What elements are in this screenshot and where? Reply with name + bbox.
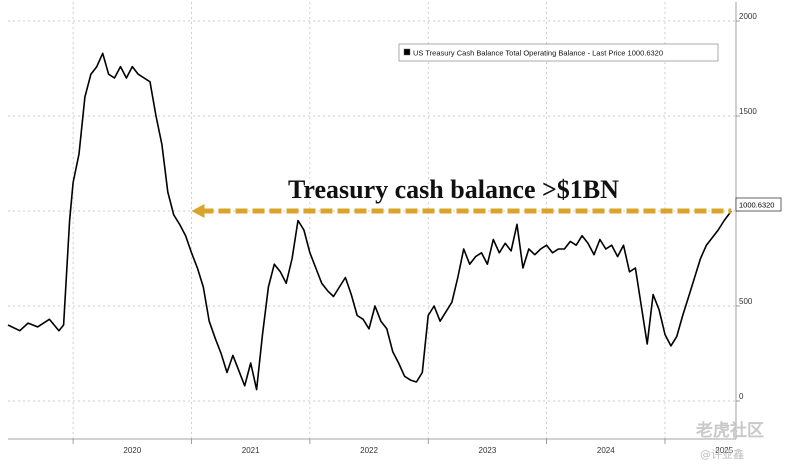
watermark-text: 老虎社区 <box>695 420 764 441</box>
y-tick-label: 0 <box>739 392 744 401</box>
x-tick-label: 2020 <box>123 446 141 455</box>
legend-swatch <box>403 48 411 56</box>
threshold-arrow <box>191 204 732 218</box>
x-tick-label: 2022 <box>360 446 378 455</box>
legend-label: US Treasury Cash Balance Total Operating… <box>413 49 663 58</box>
watermark: 老虎社区 @许亚鑫 <box>695 420 764 461</box>
y-tick-label: 2000 <box>739 12 757 21</box>
x-tick-label: 2021 <box>242 446 260 455</box>
legend-box: US Treasury Cash Balance Total Operating… <box>398 43 719 62</box>
x-tick-label: 2023 <box>479 446 497 455</box>
x-axis-ticks: 2020 2021 2022 2023 2024 2025 <box>72 439 734 455</box>
last-price-tag: 1000.6320 <box>735 197 782 212</box>
annotation-text: Treasury cash balance >$1BN <box>288 175 619 204</box>
grid-lines <box>8 2 736 439</box>
x-tick-label: 2024 <box>597 446 615 455</box>
threshold-arrowhead <box>191 204 205 218</box>
y-tick-label: 1500 <box>739 107 757 116</box>
watermark-handle: @许亚鑫 <box>700 447 744 461</box>
y-tick-label: 500 <box>739 297 753 306</box>
last-price-label: 1000.6320 <box>739 201 774 210</box>
series-line-treasury-cash-balance <box>7 52 732 391</box>
x-tick-label: 2025 <box>715 446 733 455</box>
